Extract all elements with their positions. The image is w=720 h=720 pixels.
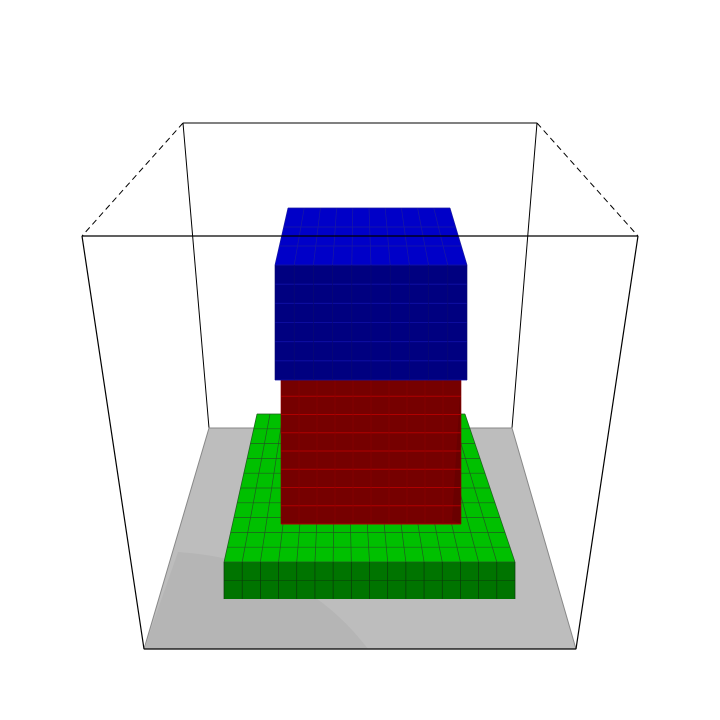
floor-shade (144, 552, 368, 649)
blue-column (274, 207, 468, 381)
bounding-box-front (81, 235, 639, 650)
red-voxel-grid (280, 377, 462, 525)
red-column (280, 377, 462, 525)
bounding-box-back (81, 122, 639, 429)
blue-voxel-grid (274, 207, 468, 381)
